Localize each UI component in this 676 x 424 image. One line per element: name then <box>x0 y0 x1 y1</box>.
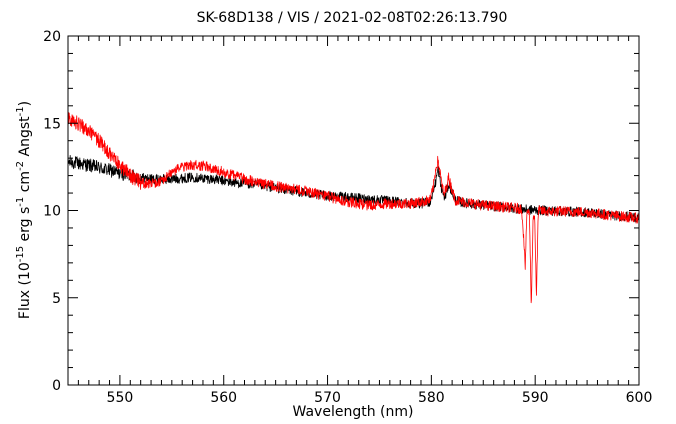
series-layer <box>67 112 640 304</box>
y-axis-label-exp3: -2 <box>15 161 26 171</box>
y-axis-label-mid1: erg s <box>17 207 33 246</box>
y-tick-label: 5 <box>52 291 61 307</box>
y-tick-label: 15 <box>43 116 61 132</box>
x-tick-label: 580 <box>418 390 445 406</box>
x-tick-label: 550 <box>107 390 134 406</box>
spectrum-line-2 <box>67 112 640 304</box>
y-tick-labels: 0 5 10 15 20 <box>43 29 61 394</box>
y-axis-label-exp4: -1 <box>15 106 26 116</box>
x-tick-label: 560 <box>210 390 237 406</box>
x-axis-label: Wavelength (nm) <box>293 404 414 420</box>
y-tick-label: 10 <box>43 204 61 220</box>
y-axis-label-exp2: -1 <box>15 197 26 207</box>
y-axis-label-suffix: ) <box>17 101 33 106</box>
y-axis-label-prefix: Flux (10 <box>17 262 33 319</box>
x-tick-label: 600 <box>626 390 653 406</box>
x-tick-label: 590 <box>522 390 549 406</box>
y-tick-label: 0 <box>52 378 61 394</box>
y-axis-label-exp1: -15 <box>15 246 26 262</box>
plot-frame <box>67 35 640 386</box>
y-axis-label-mid3: Angst <box>17 116 33 161</box>
axis-ticks <box>67 35 640 386</box>
y-tick-label: 20 <box>43 29 61 45</box>
x-tick-label: 570 <box>314 390 341 406</box>
chart-title: SK-68D138 / VIS / 2021-02-08T02:26:13.79… <box>197 10 508 26</box>
y-axis-label-mid2: cm <box>17 171 33 197</box>
y-axis-label: Flux (10-15 erg s-1 cm-2 Angst-1) <box>15 101 33 319</box>
x-tick-labels: 550 560 570 580 590 600 <box>107 390 653 406</box>
